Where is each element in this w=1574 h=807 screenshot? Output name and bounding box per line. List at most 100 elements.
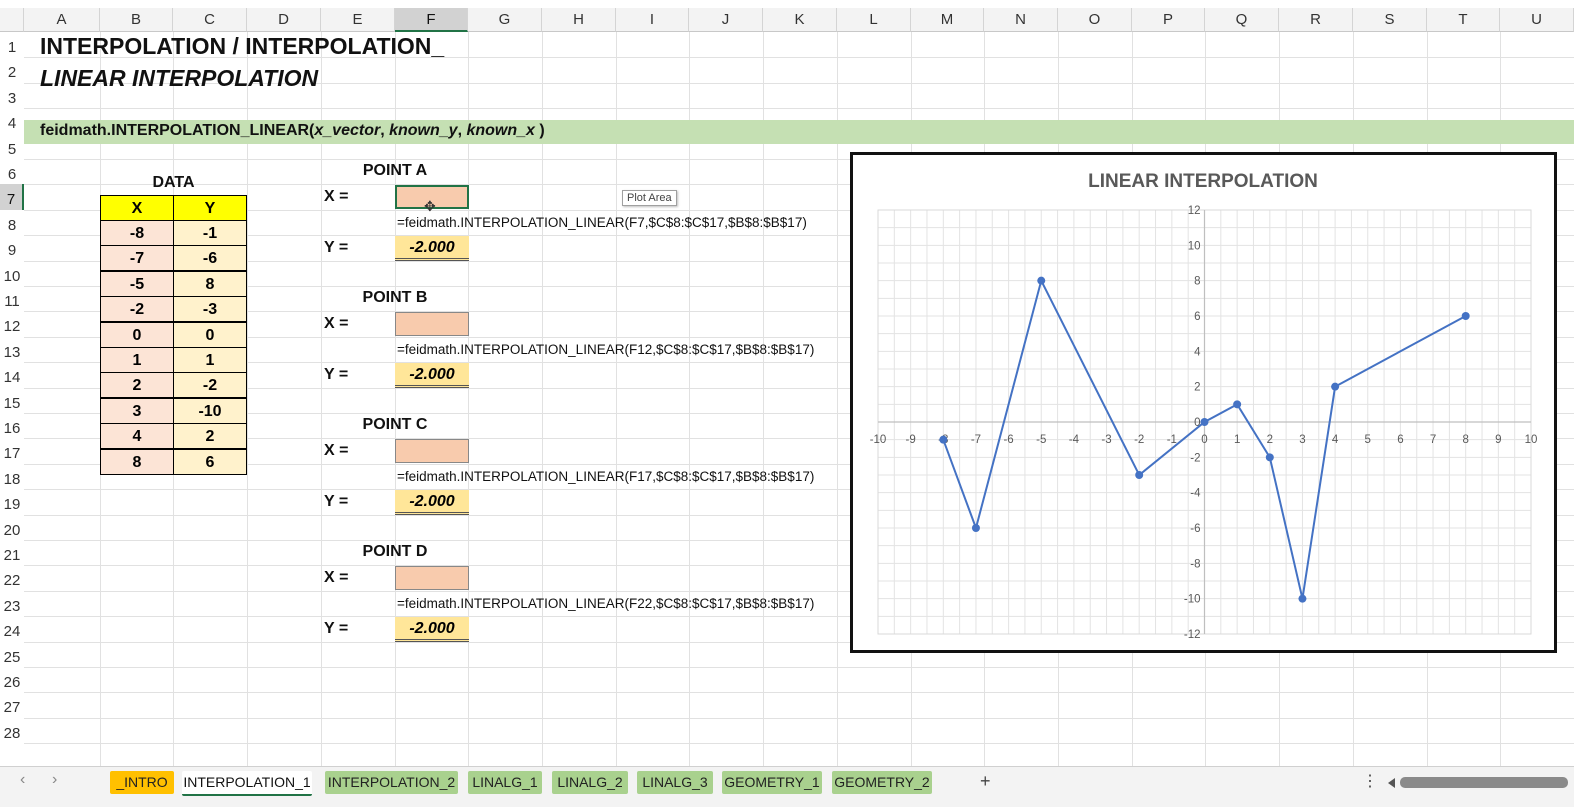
point-x-input[interactable]	[395, 312, 469, 337]
sheet-tab-interpolation-1[interactable]: INTERPOLATION_1	[182, 771, 312, 796]
point-y-output[interactable]: -2.000	[395, 490, 469, 516]
point-formula[interactable]: =feidmath.INTERPOLATION_LINEAR(F17,$C$8:…	[397, 468, 815, 484]
row-header-21[interactable]: 21	[3, 547, 21, 564]
column-header-u[interactable]: U	[1500, 8, 1574, 32]
row-header-2[interactable]: 2	[7, 64, 17, 82]
row-header-11[interactable]: 11	[4, 293, 20, 310]
data-cell-x[interactable]: 1	[100, 347, 174, 373]
row-header-22[interactable]: 22	[3, 572, 21, 590]
column-header-c[interactable]: C	[173, 8, 247, 32]
column-header-b[interactable]: B	[100, 8, 173, 32]
data-cell-y[interactable]: 8	[173, 270, 247, 297]
column-header-o[interactable]: O	[1058, 8, 1132, 32]
data-cell-y[interactable]: -10	[173, 397, 247, 424]
row-header-7[interactable]: 7	[0, 184, 24, 210]
data-cell-x[interactable]: -5	[100, 270, 174, 297]
column-header-p[interactable]: P	[1132, 8, 1205, 32]
sheet-tab-linalg-3[interactable]: LINALG_3	[637, 771, 713, 794]
data-cell-y[interactable]: -2	[173, 372, 247, 399]
row-header-6[interactable]: 6	[7, 166, 17, 183]
point-formula[interactable]: =feidmath.INTERPOLATION_LINEAR(F12,$C$8:…	[397, 341, 815, 357]
data-cell-x[interactable]: -7	[100, 245, 174, 272]
row-header-17[interactable]: 17	[3, 445, 21, 463]
point-title[interactable]: POINT D	[362, 543, 428, 560]
data-cell-x[interactable]: 3	[100, 397, 174, 424]
point-y-output[interactable]: -2.000	[395, 363, 469, 389]
row-header-10[interactable]: 10	[3, 267, 21, 285]
point-y-output[interactable]: -2.000	[395, 617, 469, 643]
data-cell-y[interactable]: 6	[173, 448, 247, 475]
row-header-26[interactable]: 26	[3, 674, 21, 691]
row-header-20[interactable]: 20	[3, 521, 21, 539]
column-header-j[interactable]: J	[689, 8, 763, 32]
sheet-tab-geometry-2[interactable]: GEOMETRY_2	[832, 771, 932, 794]
column-header-q[interactable]: Q	[1205, 8, 1279, 32]
row-header-28[interactable]: 28	[3, 724, 21, 742]
column-header-n[interactable]: N	[984, 8, 1058, 32]
column-header-t[interactable]: T	[1427, 8, 1500, 32]
data-cell-y[interactable]: -6	[173, 245, 247, 272]
tab-next-arrow-icon[interactable]: ›	[52, 771, 58, 788]
row-header-25[interactable]: 25	[3, 648, 21, 666]
data-cell-x[interactable]: -2	[100, 296, 174, 323]
point-x-input[interactable]	[395, 185, 469, 210]
point-formula[interactable]: =feidmath.INTERPOLATION_LINEAR(F22,$C$8:…	[397, 595, 815, 611]
data-cell-x[interactable]: -8	[100, 220, 174, 246]
column-header-l[interactable]: L	[837, 8, 911, 32]
data-cell-x[interactable]: 2	[100, 372, 174, 399]
data-cell-x[interactable]: 4	[100, 423, 174, 450]
row-header-14[interactable]: 14	[3, 369, 21, 387]
sheet-tab-linalg-2[interactable]: LINALG_2	[552, 771, 628, 794]
sheet-subtitle[interactable]: LINEAR INTERPOLATION	[40, 65, 319, 91]
point-title[interactable]: POINT C	[362, 416, 428, 433]
point-x-input[interactable]	[395, 566, 469, 591]
point-formula[interactable]: =feidmath.INTERPOLATION_LINEAR(F7,$C$8:$…	[397, 214, 807, 230]
point-y-output[interactable]: -2.000	[395, 236, 469, 262]
column-header-i[interactable]: I	[616, 8, 689, 32]
sheet-tab-linalg-1[interactable]: LINALG_1	[468, 771, 542, 794]
row-header-12[interactable]: 12	[3, 318, 21, 336]
column-header-g[interactable]: G	[468, 8, 542, 32]
row-header-3[interactable]: 3	[7, 89, 17, 107]
sheet-tab-intro[interactable]: _INTRO	[110, 771, 174, 794]
function-bar-row[interactable]	[24, 120, 1574, 144]
column-header-e[interactable]: E	[321, 8, 395, 32]
data-cell-y[interactable]: 1	[173, 347, 247, 373]
row-header-5[interactable]: 5	[7, 140, 17, 158]
data-header-x[interactable]: X	[100, 195, 174, 221]
function-signature[interactable]: feidmath.INTERPOLATION_LINEAR(x_vector, …	[40, 122, 545, 140]
column-header-d[interactable]: D	[247, 8, 321, 32]
sheet-tab-interpolation-2[interactable]: INTERPOLATION_2	[325, 771, 458, 794]
column-header-m[interactable]: M	[911, 8, 984, 32]
point-title[interactable]: POINT A	[362, 162, 428, 179]
point-x-input[interactable]	[395, 439, 469, 464]
horizontal-scrollbar[interactable]	[1400, 777, 1568, 788]
more-options-icon[interactable]: ⋮	[1362, 773, 1378, 790]
row-header-1[interactable]: 1	[7, 39, 17, 56]
column-header-f[interactable]: F	[395, 8, 468, 32]
scroll-left-icon[interactable]	[1388, 778, 1395, 788]
row-header-8[interactable]: 8	[7, 216, 17, 234]
column-header-h[interactable]: H	[542, 8, 616, 32]
row-header-16[interactable]: 16	[3, 420, 21, 437]
data-cell-y[interactable]: 2	[173, 423, 247, 450]
row-header-19[interactable]: 19	[3, 496, 21, 514]
sheet-title[interactable]: INTERPOLATION / INTERPOLATION_	[40, 33, 445, 59]
data-cell-x[interactable]: 8	[100, 448, 174, 475]
row-header-24[interactable]: 24	[3, 623, 21, 641]
column-header-s[interactable]: S	[1353, 8, 1427, 32]
data-table-title[interactable]: DATA	[152, 174, 195, 191]
data-header-y[interactable]: Y	[173, 195, 247, 221]
chart[interactable]: LINEAR INTERPOLATION-10-9-8-7-6-5-4-3-2-…	[850, 152, 1557, 653]
row-header-27[interactable]: 27	[3, 699, 21, 717]
row-header-15[interactable]: 15	[3, 394, 21, 412]
sheet-tab-geometry-1[interactable]: GEOMETRY_1	[722, 771, 822, 794]
row-header-9[interactable]: 9	[7, 242, 17, 260]
select-all-corner[interactable]	[0, 8, 24, 32]
data-cell-y[interactable]: -3	[173, 296, 247, 323]
row-header-13[interactable]: 13	[3, 343, 21, 361]
column-header-r[interactable]: R	[1279, 8, 1353, 32]
point-title[interactable]: POINT B	[362, 289, 428, 306]
column-header-a[interactable]: A	[24, 8, 100, 32]
